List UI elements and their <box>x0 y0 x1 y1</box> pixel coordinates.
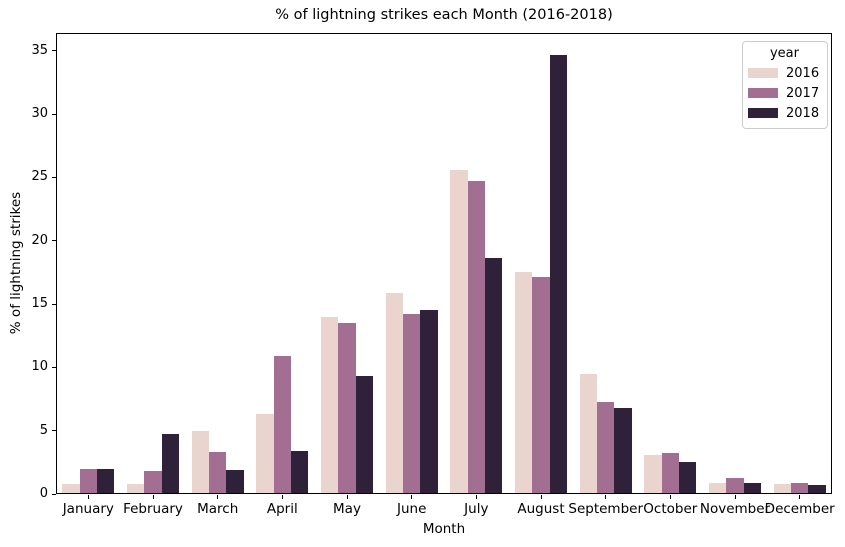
bar-may-2016 <box>321 316 339 494</box>
x-tick-mark-september <box>605 495 607 499</box>
x-tick-label-march: March <box>197 501 239 517</box>
y-tick-label-20: 20 <box>31 232 48 248</box>
bar-may-2017 <box>338 323 356 494</box>
x-tick-mark-march <box>217 495 219 499</box>
bar-december-2018 <box>808 485 826 494</box>
legend-label-2016: 2016 <box>786 65 820 81</box>
x-tick-label-january: January <box>62 501 114 517</box>
y-tick-mark-10 <box>52 366 56 368</box>
legend-label-2017: 2017 <box>786 85 820 101</box>
bar-february-2018 <box>161 434 179 494</box>
x-tick-label-november: November <box>699 501 771 517</box>
bar-august-2016 <box>515 272 533 494</box>
x-tick-label-september: September <box>568 501 643 517</box>
bar-may-2018 <box>355 376 373 494</box>
y-tick-mark-30 <box>52 113 56 115</box>
y-tick-label-30: 30 <box>31 106 48 122</box>
legend-swatch-2018 <box>748 108 778 118</box>
bar-november-2017 <box>726 477 744 494</box>
bar-march-2017 <box>209 452 227 494</box>
bar-july-2017 <box>467 181 485 494</box>
y-tick-mark-35 <box>52 50 56 52</box>
legend: year 2016 2017 2018 <box>742 41 828 129</box>
x-tick-mark-november <box>734 495 736 499</box>
x-tick-label-may: May <box>333 501 361 517</box>
y-axis-label: % of lightning strikes <box>8 191 24 335</box>
bar-june-2017 <box>403 314 421 494</box>
bar-february-2016 <box>127 483 145 494</box>
x-tick-label-february: February <box>123 501 183 517</box>
bar-august-2018 <box>549 54 567 494</box>
bar-january-2016 <box>62 483 80 494</box>
y-tick-mark-15 <box>52 303 56 305</box>
chart-title: % of lightning strikes each Month (2016-… <box>275 7 613 23</box>
bar-october-2016 <box>644 454 662 494</box>
x-tick-label-april: April <box>266 501 298 517</box>
x-tick-mark-october <box>669 495 671 499</box>
y-tick-mark-20 <box>52 240 56 242</box>
bar-march-2016 <box>191 430 210 494</box>
bar-november-2016 <box>709 482 727 494</box>
x-tick-mark-june <box>411 495 413 499</box>
legend-item-2017: 2017 <box>748 83 821 103</box>
bar-november-2018 <box>743 482 761 494</box>
bar-january-2017 <box>79 468 97 494</box>
x-tick-label-august: August <box>517 501 565 517</box>
x-tick-label-june: June <box>396 501 427 517</box>
x-tick-mark-january <box>87 495 89 499</box>
bar-february-2017 <box>144 471 162 494</box>
y-tick-mark-25 <box>52 176 56 178</box>
x-tick-mark-august <box>540 495 542 499</box>
x-tick-label-july: July <box>464 501 489 517</box>
bar-june-2018 <box>420 310 438 494</box>
x-axis-label: Month <box>422 521 466 537</box>
x-tick-label-october: October <box>643 501 698 517</box>
x-tick-mark-december <box>799 495 801 499</box>
bar-march-2018 <box>226 469 244 494</box>
y-tick-label-15: 15 <box>31 296 48 311</box>
bar-june-2016 <box>385 292 404 494</box>
bar-september-2017 <box>597 401 615 494</box>
x-tick-mark-may <box>346 495 348 499</box>
y-tick-mark-5 <box>52 430 56 432</box>
x-tick-label-december: December <box>764 501 835 517</box>
y-tick-label-35: 35 <box>31 42 48 58</box>
bar-october-2018 <box>678 462 697 494</box>
bar-july-2016 <box>450 169 468 494</box>
y-tick-mark-0 <box>52 493 56 495</box>
bar-april-2016 <box>256 414 274 494</box>
x-tick-mark-april <box>281 495 283 499</box>
legend-swatch-2016 <box>748 68 778 78</box>
bar-april-2017 <box>273 355 291 494</box>
legend-swatch-2017 <box>748 88 778 98</box>
y-tick-label-25: 25 <box>31 169 48 185</box>
bar-january-2018 <box>96 468 115 494</box>
bar-december-2017 <box>791 482 809 494</box>
bar-december-2016 <box>773 483 792 494</box>
legend-item-2016: 2016 <box>748 63 821 83</box>
legend-label-2018: 2018 <box>786 105 820 121</box>
y-tick-label-5: 5 <box>39 422 48 438</box>
x-tick-mark-february <box>152 495 154 499</box>
legend-title: year <box>769 46 799 61</box>
bar-september-2016 <box>579 373 598 494</box>
legend-item-2018: 2018 <box>748 103 821 123</box>
y-tick-label-10: 10 <box>31 359 48 375</box>
y-tick-label-0: 0 <box>39 486 48 501</box>
x-tick-mark-july <box>475 495 477 499</box>
bar-september-2018 <box>614 407 632 494</box>
plot-area <box>56 33 832 494</box>
legend-items: 2016 2017 2018 <box>748 63 821 123</box>
bar-july-2018 <box>484 258 503 494</box>
bar-april-2018 <box>290 450 309 494</box>
bar-october-2017 <box>661 453 679 494</box>
bar-august-2017 <box>532 277 550 494</box>
